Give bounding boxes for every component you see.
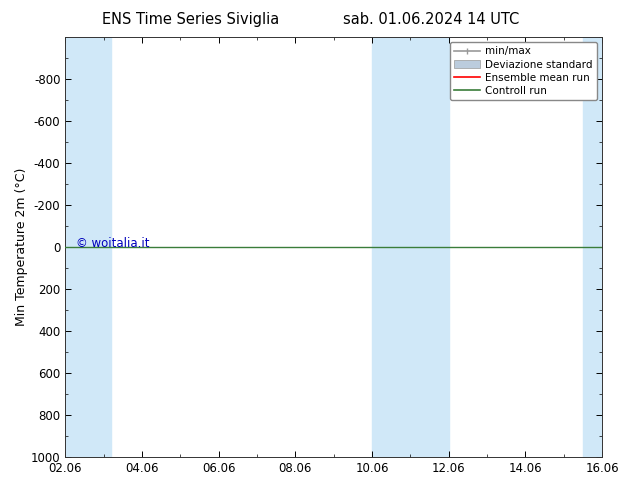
Y-axis label: Min Temperature 2m (°C): Min Temperature 2m (°C) (15, 168, 28, 326)
Text: sab. 01.06.2024 14 UTC: sab. 01.06.2024 14 UTC (343, 12, 519, 27)
Legend: min/max, Deviazione standard, Ensemble mean run, Controll run: min/max, Deviazione standard, Ensemble m… (450, 42, 597, 100)
Bar (372, 37, 449, 457)
Text: © woitalia.it: © woitalia.it (76, 237, 150, 250)
Bar (583, 37, 621, 457)
Bar (46, 37, 112, 457)
Text: ENS Time Series Siviglia: ENS Time Series Siviglia (101, 12, 279, 27)
